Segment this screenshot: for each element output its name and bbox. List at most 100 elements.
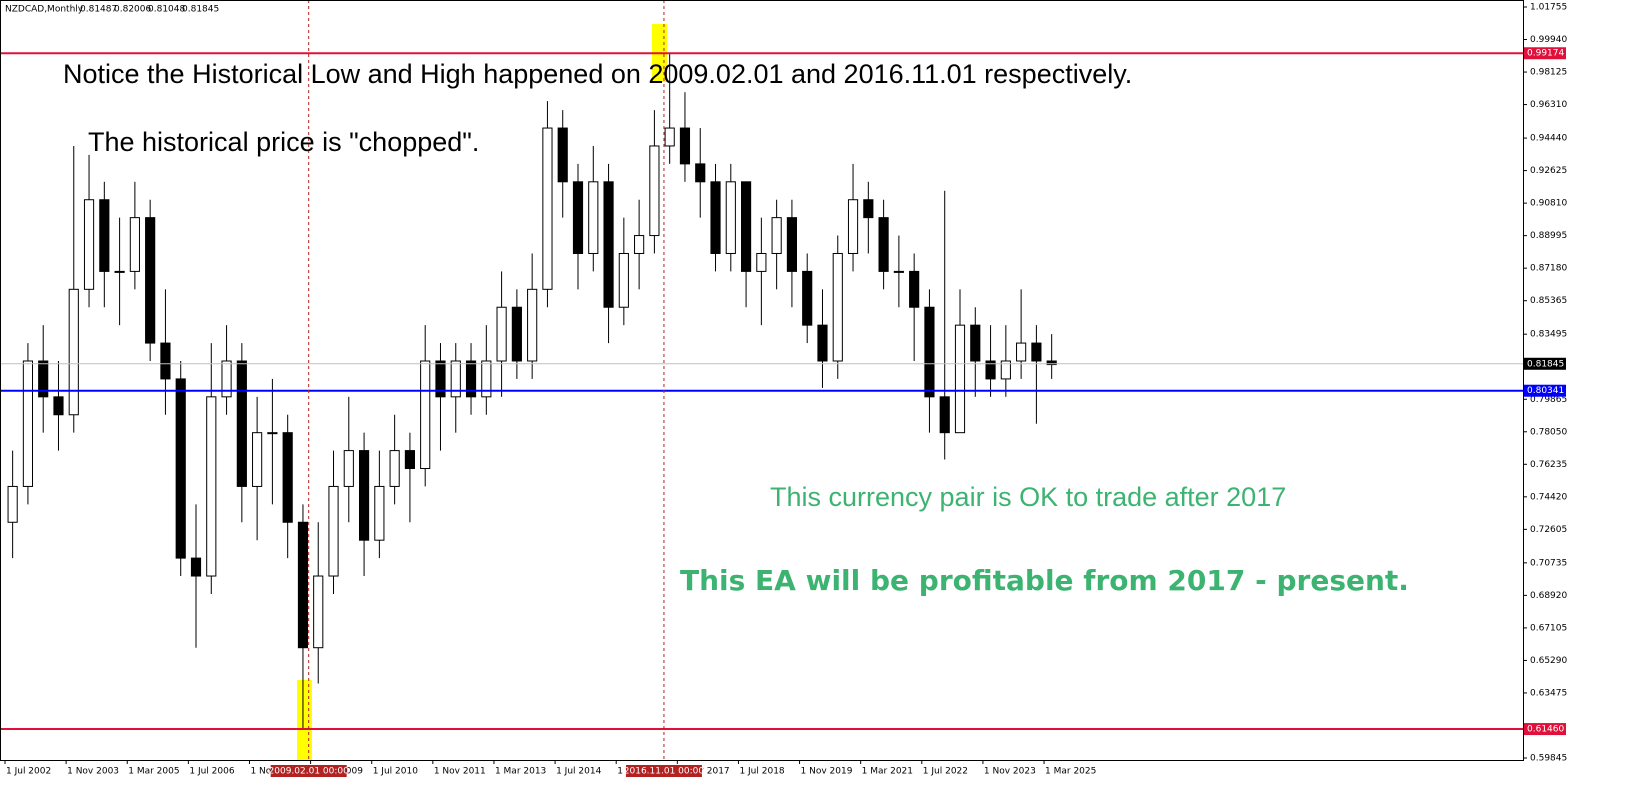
price-label-box: [1524, 384, 1566, 397]
candle-body: [282, 432, 293, 523]
candle-body: [679, 127, 691, 165]
x-tick-label: 1 Jul 2006: [189, 767, 234, 777]
x-tick-label: 1 Mar 2017: [678, 767, 729, 777]
candle-body: [114, 270, 125, 273]
y-tick-label: 0.72605: [1530, 525, 1567, 535]
price-label-box: [1524, 723, 1566, 736]
candle-body: [22, 360, 34, 487]
candle-body: [160, 342, 171, 380]
x-tick-label: 1 Mar 2025: [1045, 767, 1096, 777]
y-tick-label: 0.94440: [1530, 134, 1567, 144]
candle-body: [710, 181, 721, 254]
header-value: 0.81845: [182, 5, 219, 15]
candle-body: [527, 288, 538, 362]
y-tick-label: 0.74420: [1530, 492, 1567, 502]
y-tick-label: 0.85365: [1530, 296, 1567, 306]
candle-body: [175, 378, 186, 559]
candle-body: [863, 199, 874, 219]
candle-body: [328, 485, 339, 577]
candle-body: [893, 270, 904, 273]
x-tick-label: 1 Mar 2013: [495, 767, 546, 777]
header-value: 0.82006: [114, 5, 151, 15]
candle-body: [511, 306, 522, 362]
candle-body: [374, 485, 385, 541]
candle-body: [786, 217, 798, 272]
candle-body: [878, 217, 889, 272]
x-tick-label: 1 Jul 2018: [739, 767, 784, 777]
candle-body: [542, 127, 553, 290]
y-tick-label: 0.79865: [1530, 395, 1567, 405]
candle-body: [756, 252, 767, 272]
header-value: 0.81487: [80, 5, 117, 15]
annotation: This currency pair is OK to trade after …: [770, 482, 1286, 512]
y-tick-label: 0.68920: [1530, 591, 1567, 601]
candle-body: [649, 145, 660, 237]
candle-body: [618, 252, 629, 308]
annotation: The historical price is "chopped".: [88, 127, 479, 157]
header-value: 0.81048: [148, 5, 185, 15]
candle-body: [603, 181, 614, 308]
candle-body: [297, 521, 309, 649]
candle-body: [343, 450, 354, 487]
y-tick-label: 0.99940: [1530, 35, 1567, 45]
candle-body: [435, 360, 446, 398]
candle-body: [206, 396, 217, 577]
candle-body: [313, 575, 324, 649]
price-label: 0.81845: [1527, 359, 1564, 369]
candle-body: [939, 396, 950, 434]
y-tick-label: 0.83495: [1530, 330, 1567, 340]
candle-body: [572, 181, 584, 254]
x-tick-label: 1 Jul 2014: [556, 767, 601, 777]
candle-body: [389, 450, 400, 487]
candle-body: [817, 324, 828, 362]
date-label: 2009.02.01 00:00: [269, 767, 350, 777]
price-label: 0.99174: [1527, 49, 1564, 59]
candle-body: [252, 432, 263, 487]
candle-body: [985, 360, 996, 380]
x-tick-label: 1 Jul 2022: [923, 767, 968, 777]
y-tick-label: 0.88995: [1530, 231, 1567, 241]
plot: [0, 0, 1523, 760]
date-label: 2016.11.01 00:00: [624, 767, 705, 777]
y-tick-label: 0.90810: [1530, 199, 1567, 209]
x-tick-label: 1 Nov 2003: [67, 767, 119, 777]
candle-body: [695, 163, 706, 183]
plot-frame: [0, 0, 1524, 761]
candle-body: [634, 235, 645, 254]
candle-body: [7, 485, 18, 523]
x-tick-label: 1 Mar 2021: [862, 767, 913, 777]
candle-body: [847, 199, 859, 254]
candle-body: [404, 450, 416, 470]
candle-body: [924, 306, 935, 398]
price-label: 0.80341: [1527, 386, 1564, 396]
date-label-box: [625, 765, 702, 777]
candle-body: [909, 270, 920, 308]
candle-body: [802, 270, 813, 326]
highlight: [297, 680, 312, 760]
y-tick-label: 0.65290: [1530, 656, 1567, 666]
price-label: 0.61460: [1527, 725, 1564, 735]
y-tick-label: 0.70735: [1530, 558, 1567, 568]
price-label-box: [1524, 47, 1566, 60]
candle-body: [190, 557, 202, 577]
annotation: This EA will be profitable from 2017 - p…: [680, 564, 1409, 597]
candle-body: [496, 306, 507, 362]
candle-body: [53, 396, 64, 416]
candle-body: [236, 360, 247, 487]
candle-body: [588, 181, 599, 254]
candle-body: [420, 360, 431, 470]
y-tick-label: 0.87180: [1530, 264, 1567, 274]
y-tick-label: 0.78050: [1530, 427, 1567, 437]
candle-body: [145, 217, 156, 344]
price-label-box: [1524, 357, 1566, 370]
x-tick-label: 1 Nov 2011: [434, 767, 486, 777]
date-label-box: [270, 765, 347, 777]
candle-body: [221, 360, 232, 398]
candle-body: [557, 127, 568, 183]
y-tick-label: 0.59845: [1530, 754, 1567, 764]
candle-body: [970, 324, 981, 362]
candle-body: [358, 450, 370, 541]
x-tick-label: 1 Jul 2010: [373, 767, 418, 777]
candle-body: [83, 199, 95, 290]
